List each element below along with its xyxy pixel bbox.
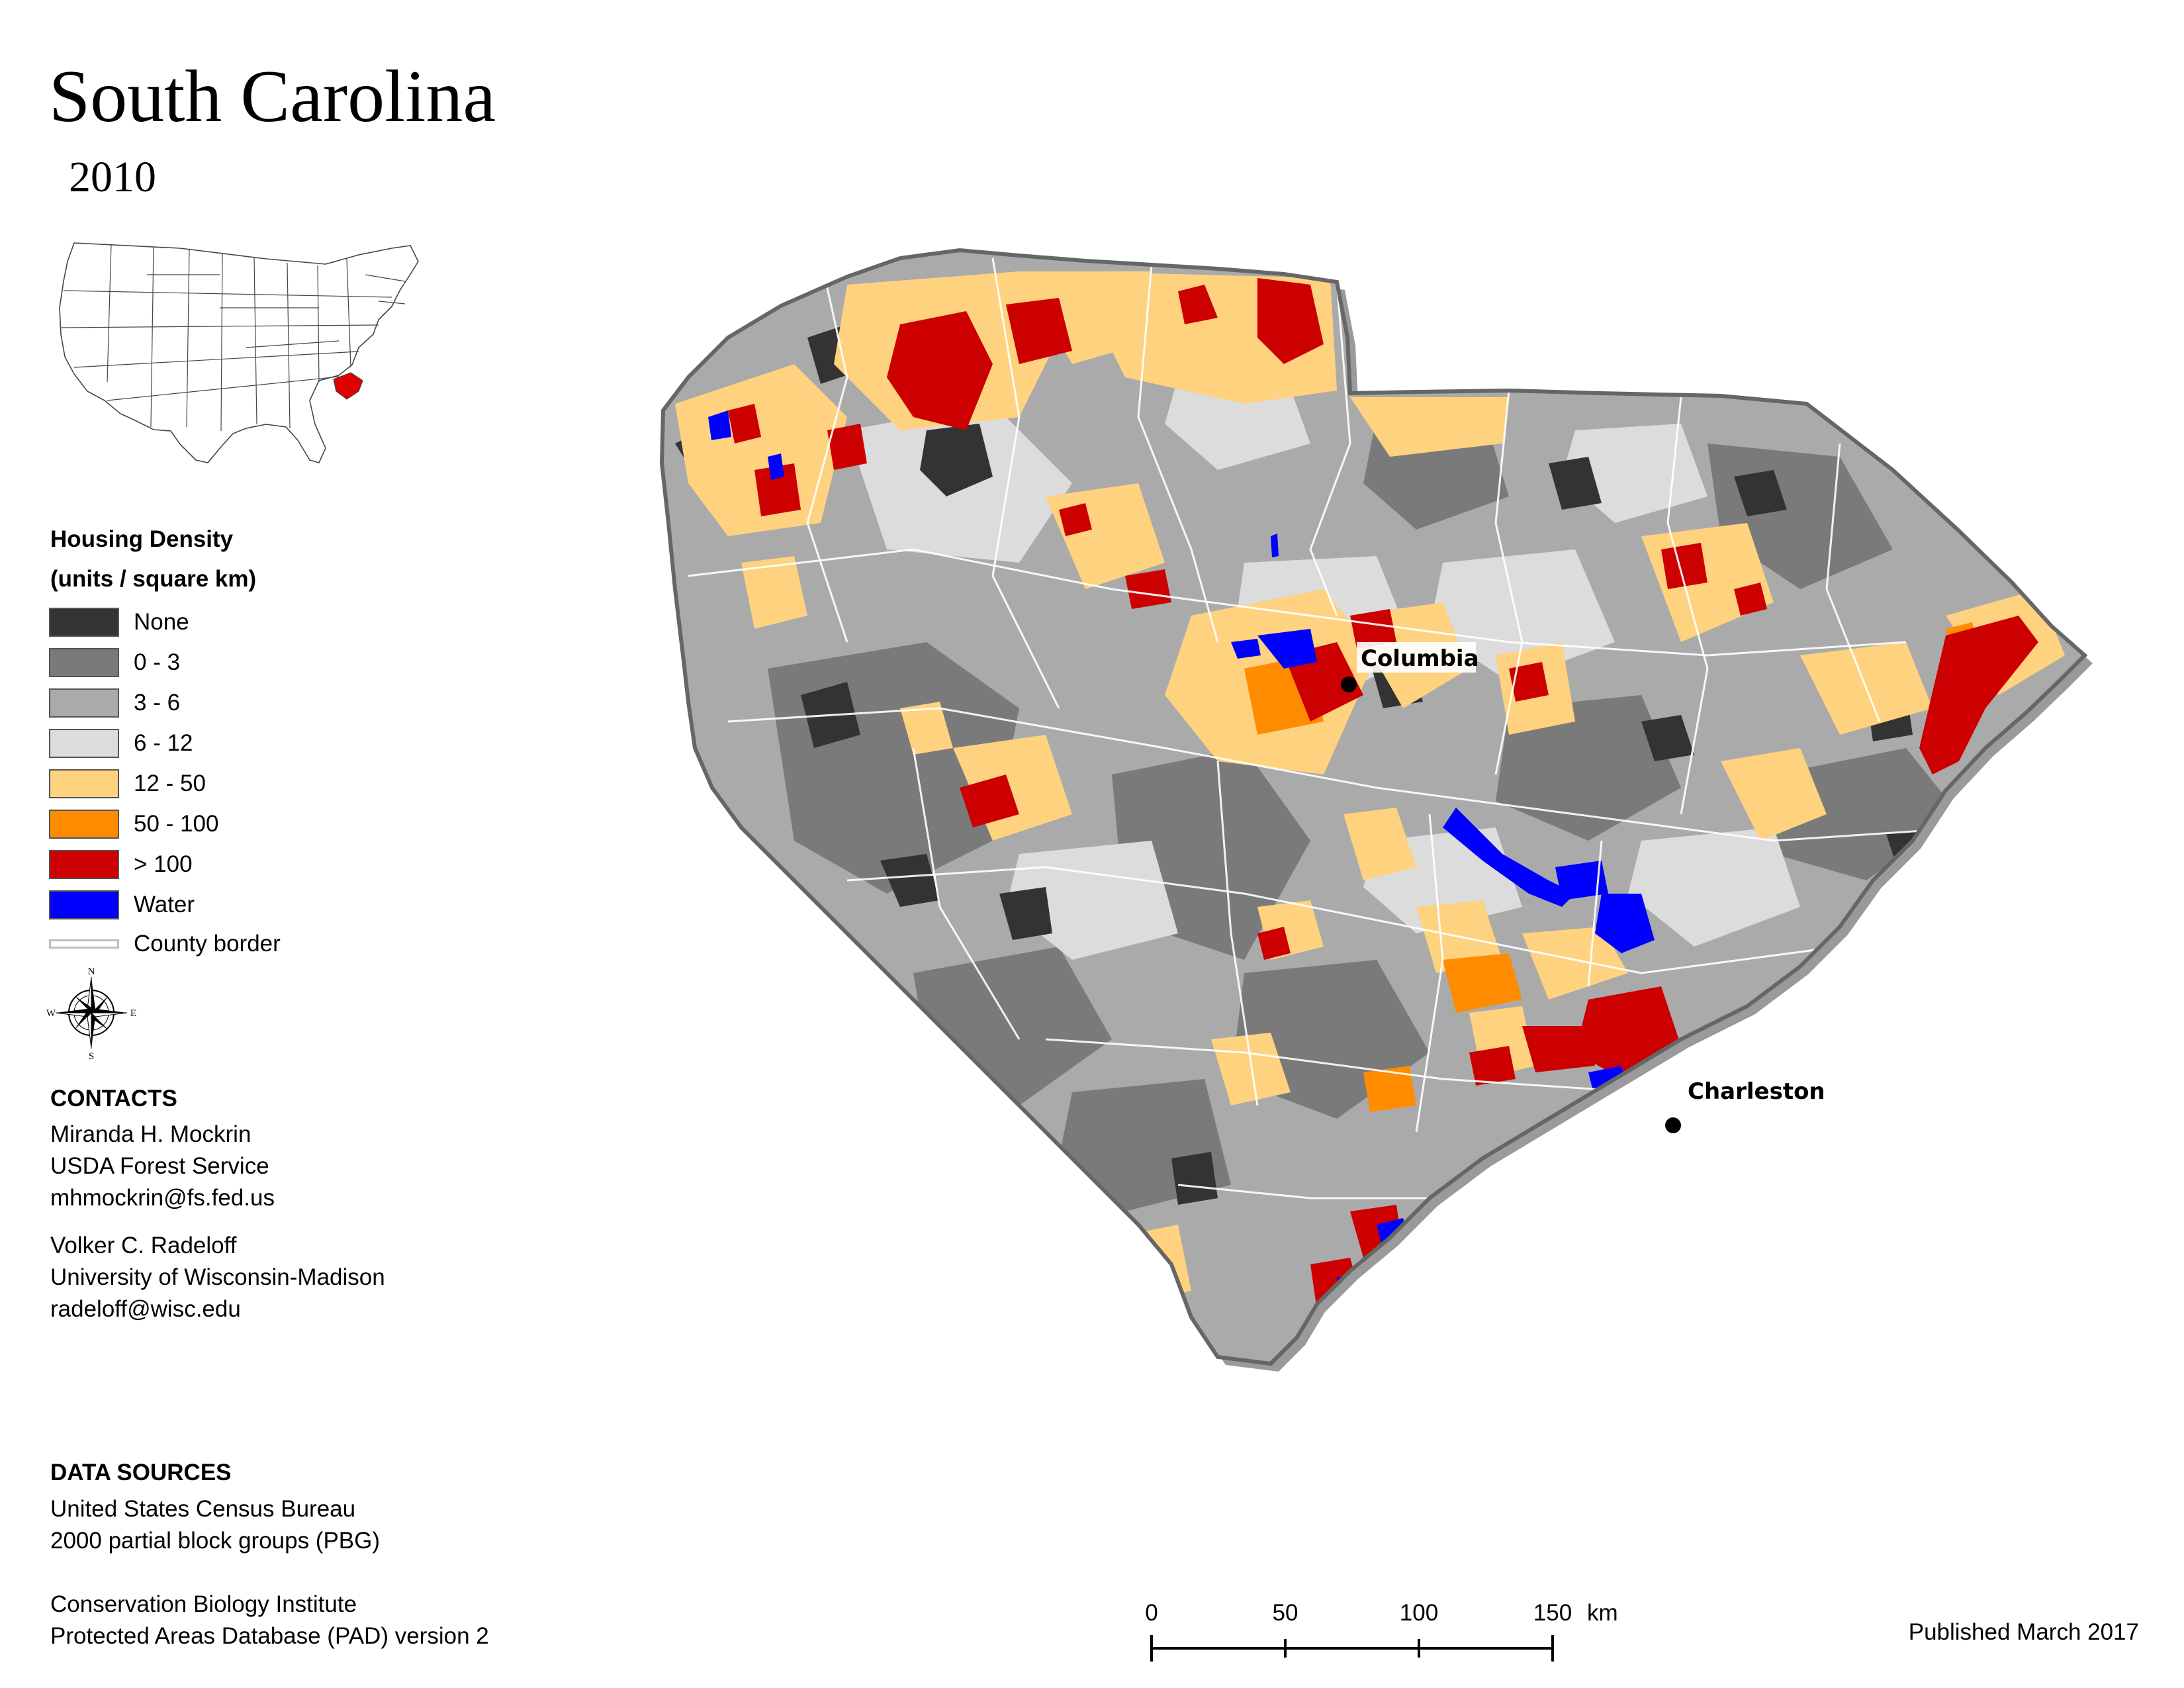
us-locator-map	[59, 242, 419, 463]
contact-1: Miranda H. Mockrin USDA Forest Service m…	[50, 1119, 275, 1214]
legend-item-water: Water	[49, 888, 446, 921]
contact-2: Volker C. Radeloff University of Wiscons…	[50, 1230, 385, 1325]
charleston-label-bg	[1684, 1075, 1813, 1105]
compass-n: N	[88, 966, 95, 977]
columbia-label-bg	[1357, 642, 1476, 673]
south-carolina-highlight	[333, 372, 363, 400]
legend-swatch-12-50	[49, 769, 119, 798]
data-source-line1: United States Census Bureau	[50, 1496, 356, 1522]
legend-item-50-100: 50 - 100	[49, 808, 446, 841]
legend-label-0-3: 0 - 3	[134, 649, 181, 675]
map-title: South Carolina	[49, 56, 496, 138]
map-year: 2010	[69, 153, 156, 201]
legend-swatch-50-100	[49, 810, 119, 839]
legend-swatch-over-100	[49, 850, 119, 879]
data-source-line3: Conservation Biology Institute	[50, 1591, 357, 1617]
data-sources-heading: DATA SOURCES	[50, 1460, 232, 1485]
legend-label-12-50: 12 - 50	[134, 771, 206, 796]
compass-w: W	[46, 1008, 56, 1019]
contact-2-name: Volker C. Radeloff	[50, 1233, 237, 1258]
data-source-line4: Protected Areas Database (PAD) version 2	[50, 1623, 489, 1649]
legend-swatch-3-6	[49, 688, 119, 718]
legend-swatch-water	[49, 890, 119, 919]
legend-label-3-6: 3 - 6	[134, 690, 181, 716]
legend-label-none: None	[134, 609, 189, 635]
contacts-heading: CONTACTS	[50, 1086, 177, 1111]
legend-title-line2: (units / square km)	[50, 565, 257, 592]
legend-item-none: None	[49, 606, 446, 639]
legend-swatch-county-border	[49, 939, 119, 949]
legend-swatch-none	[49, 608, 119, 637]
data-source-line2: 2000 partial block groups (PBG)	[50, 1528, 381, 1554]
legend-label-water: Water	[134, 892, 195, 917]
legend-item-6-12: 6 - 12	[49, 727, 446, 760]
legend-label-6-12: 6 - 12	[134, 730, 193, 756]
contact-1-name: Miranda H. Mockrin	[50, 1121, 251, 1147]
scale-tick-50: 50	[1273, 1600, 1298, 1626]
legend-item-12-50: 12 - 50	[49, 767, 446, 800]
south-carolina-housing-density-map: Columbia Charleston	[659, 248, 2093, 1372]
scale-tick-0: 0	[1145, 1600, 1158, 1626]
legend-swatch-6-12	[49, 729, 119, 758]
contact-2-email: radeloff@wisc.edu	[50, 1296, 241, 1322]
scale-tick-150: 150	[1533, 1600, 1572, 1626]
legend-label-50-100: 50 - 100	[134, 811, 219, 837]
columbia-label: Columbia	[1361, 645, 1479, 672]
contact-2-org: University of Wisconsin-Madison	[50, 1264, 385, 1290]
contact-1-email: mhmockrin@fs.fed.us	[50, 1185, 275, 1211]
legend-item-over-100: > 100	[49, 848, 446, 881]
legend-title-line1: Housing Density	[50, 526, 234, 552]
published-date: Published March 2017	[1908, 1619, 2139, 1645]
scale-bar: 0 50 100 150 km	[1145, 1600, 1618, 1662]
legend-item-county-border: County border	[49, 927, 446, 961]
legend-item-0-3: 0 - 3	[49, 646, 446, 679]
legend-title: Housing Density (units / square km)	[50, 520, 256, 598]
compass-rose-icon: N S E W	[46, 966, 136, 1059]
compass-s: S	[89, 1051, 94, 1059]
scale-unit: km	[1587, 1600, 1618, 1626]
data-source-cbi: Conservation Biology Institute Protected…	[50, 1589, 489, 1652]
charleston-marker	[1665, 1117, 1681, 1133]
data-source-census: United States Census Bureau 2000 partial…	[50, 1493, 380, 1557]
contact-1-org: USDA Forest Service	[50, 1153, 269, 1179]
charleston-label: Charleston	[1688, 1078, 1825, 1105]
legend-swatch-0-3	[49, 648, 119, 677]
scale-tick-100: 100	[1400, 1600, 1438, 1626]
legend-label-county-border: County border	[134, 931, 281, 957]
compass-e: E	[130, 1008, 136, 1019]
columbia-marker	[1341, 677, 1357, 692]
legend-item-3-6: 3 - 6	[49, 686, 446, 720]
legend-label-over-100: > 100	[134, 851, 193, 877]
